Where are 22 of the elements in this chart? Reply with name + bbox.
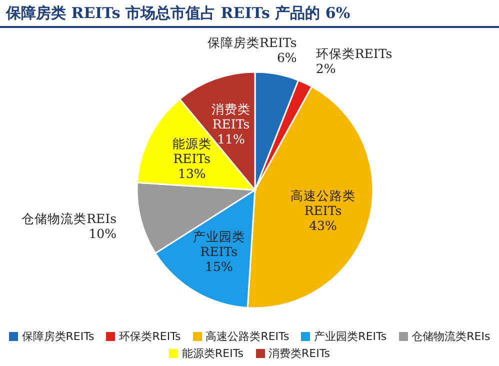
legend-label: 高速公路类REITs	[204, 329, 290, 344]
slice-label: 产业园类REITs	[192, 228, 245, 258]
legend-label: 保障房类REITs	[20, 329, 94, 344]
slice-label: 能源类REITs	[172, 135, 212, 166]
data-label: 11%	[217, 130, 246, 146]
slice-label: 保障房类REITs	[207, 34, 297, 50]
data-label: 13%	[178, 165, 206, 180]
data-label: 10%	[88, 226, 117, 241]
legend-label: 产业园类REITs	[313, 329, 387, 344]
data-label: 2%	[316, 60, 336, 76]
data-label: 43%	[309, 217, 337, 232]
legend-label: 仓储物流类REIs	[410, 329, 490, 344]
slice-label: 仓储物流类REIs	[22, 210, 116, 226]
data-label: 6%	[276, 50, 297, 65]
slice-label: 环保类REITs	[316, 46, 392, 61]
chart-title: 保障房类 REITs 市场总市值占 REITs 产品的 6%	[6, 4, 350, 23]
legend-label: 环保类REITs	[118, 329, 181, 344]
slice-label: 消费类REITs	[212, 100, 251, 131]
legend-label: 能源类REITs	[181, 346, 244, 361]
slice-label: 高速公路类REITs	[290, 187, 356, 218]
legend-label: 消费类REITs	[268, 346, 330, 361]
data-label: 15%	[205, 258, 233, 274]
